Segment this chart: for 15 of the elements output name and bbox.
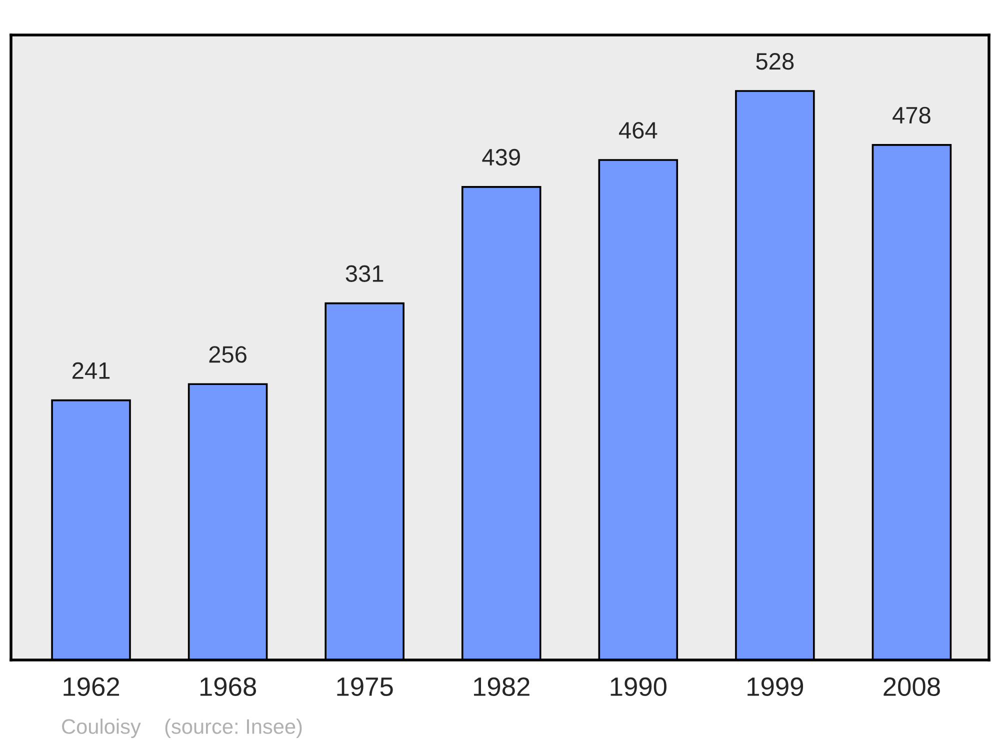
x-tick-label: 2008: [884, 677, 940, 696]
x-tick-label: 1975: [337, 677, 393, 696]
x-tick-label: 1962: [64, 677, 120, 696]
data-label: 241: [72, 362, 110, 379]
data-label: 331: [346, 265, 384, 282]
data-label: 528: [756, 52, 794, 70]
data-label: 464: [619, 122, 658, 139]
data-label: 478: [892, 106, 930, 124]
x-tick-label: 1990: [610, 677, 666, 696]
x-tick-label: 1999: [748, 677, 804, 696]
text: Couloisy (source: Insee): [62, 718, 302, 738]
x-tick-label: 1982: [474, 677, 530, 696]
x-tick-label: 1968: [200, 677, 256, 696]
data-label: 256: [209, 346, 246, 363]
data-label: 439: [482, 148, 520, 166]
